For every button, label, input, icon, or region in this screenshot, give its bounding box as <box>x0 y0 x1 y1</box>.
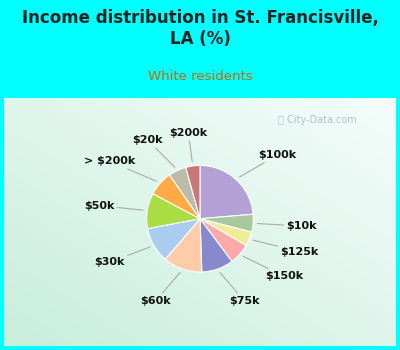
Wedge shape <box>170 167 200 219</box>
Wedge shape <box>186 166 200 219</box>
Wedge shape <box>165 219 202 272</box>
Text: Income distribution in St. Francisville,
LA (%): Income distribution in St. Francisville,… <box>22 9 378 48</box>
Text: $150k: $150k <box>244 256 303 281</box>
Wedge shape <box>153 175 200 219</box>
Wedge shape <box>148 219 200 259</box>
Text: $100k: $100k <box>240 150 297 177</box>
Wedge shape <box>200 219 246 261</box>
Wedge shape <box>147 194 200 229</box>
Text: $50k: $50k <box>84 201 143 211</box>
Wedge shape <box>200 214 253 232</box>
Text: White residents: White residents <box>148 70 252 83</box>
Text: $200k: $200k <box>169 128 207 162</box>
Wedge shape <box>200 219 252 245</box>
Text: $60k: $60k <box>141 273 180 306</box>
Wedge shape <box>200 166 253 219</box>
Wedge shape <box>200 219 232 272</box>
Text: $30k: $30k <box>94 247 150 267</box>
Text: > $200k: > $200k <box>84 156 156 181</box>
Text: $20k: $20k <box>133 135 175 167</box>
Text: $125k: $125k <box>253 240 318 257</box>
Text: $75k: $75k <box>220 273 259 306</box>
Text: ⓘ City-Data.com: ⓘ City-Data.com <box>278 116 357 125</box>
Text: $10k: $10k <box>257 221 317 231</box>
